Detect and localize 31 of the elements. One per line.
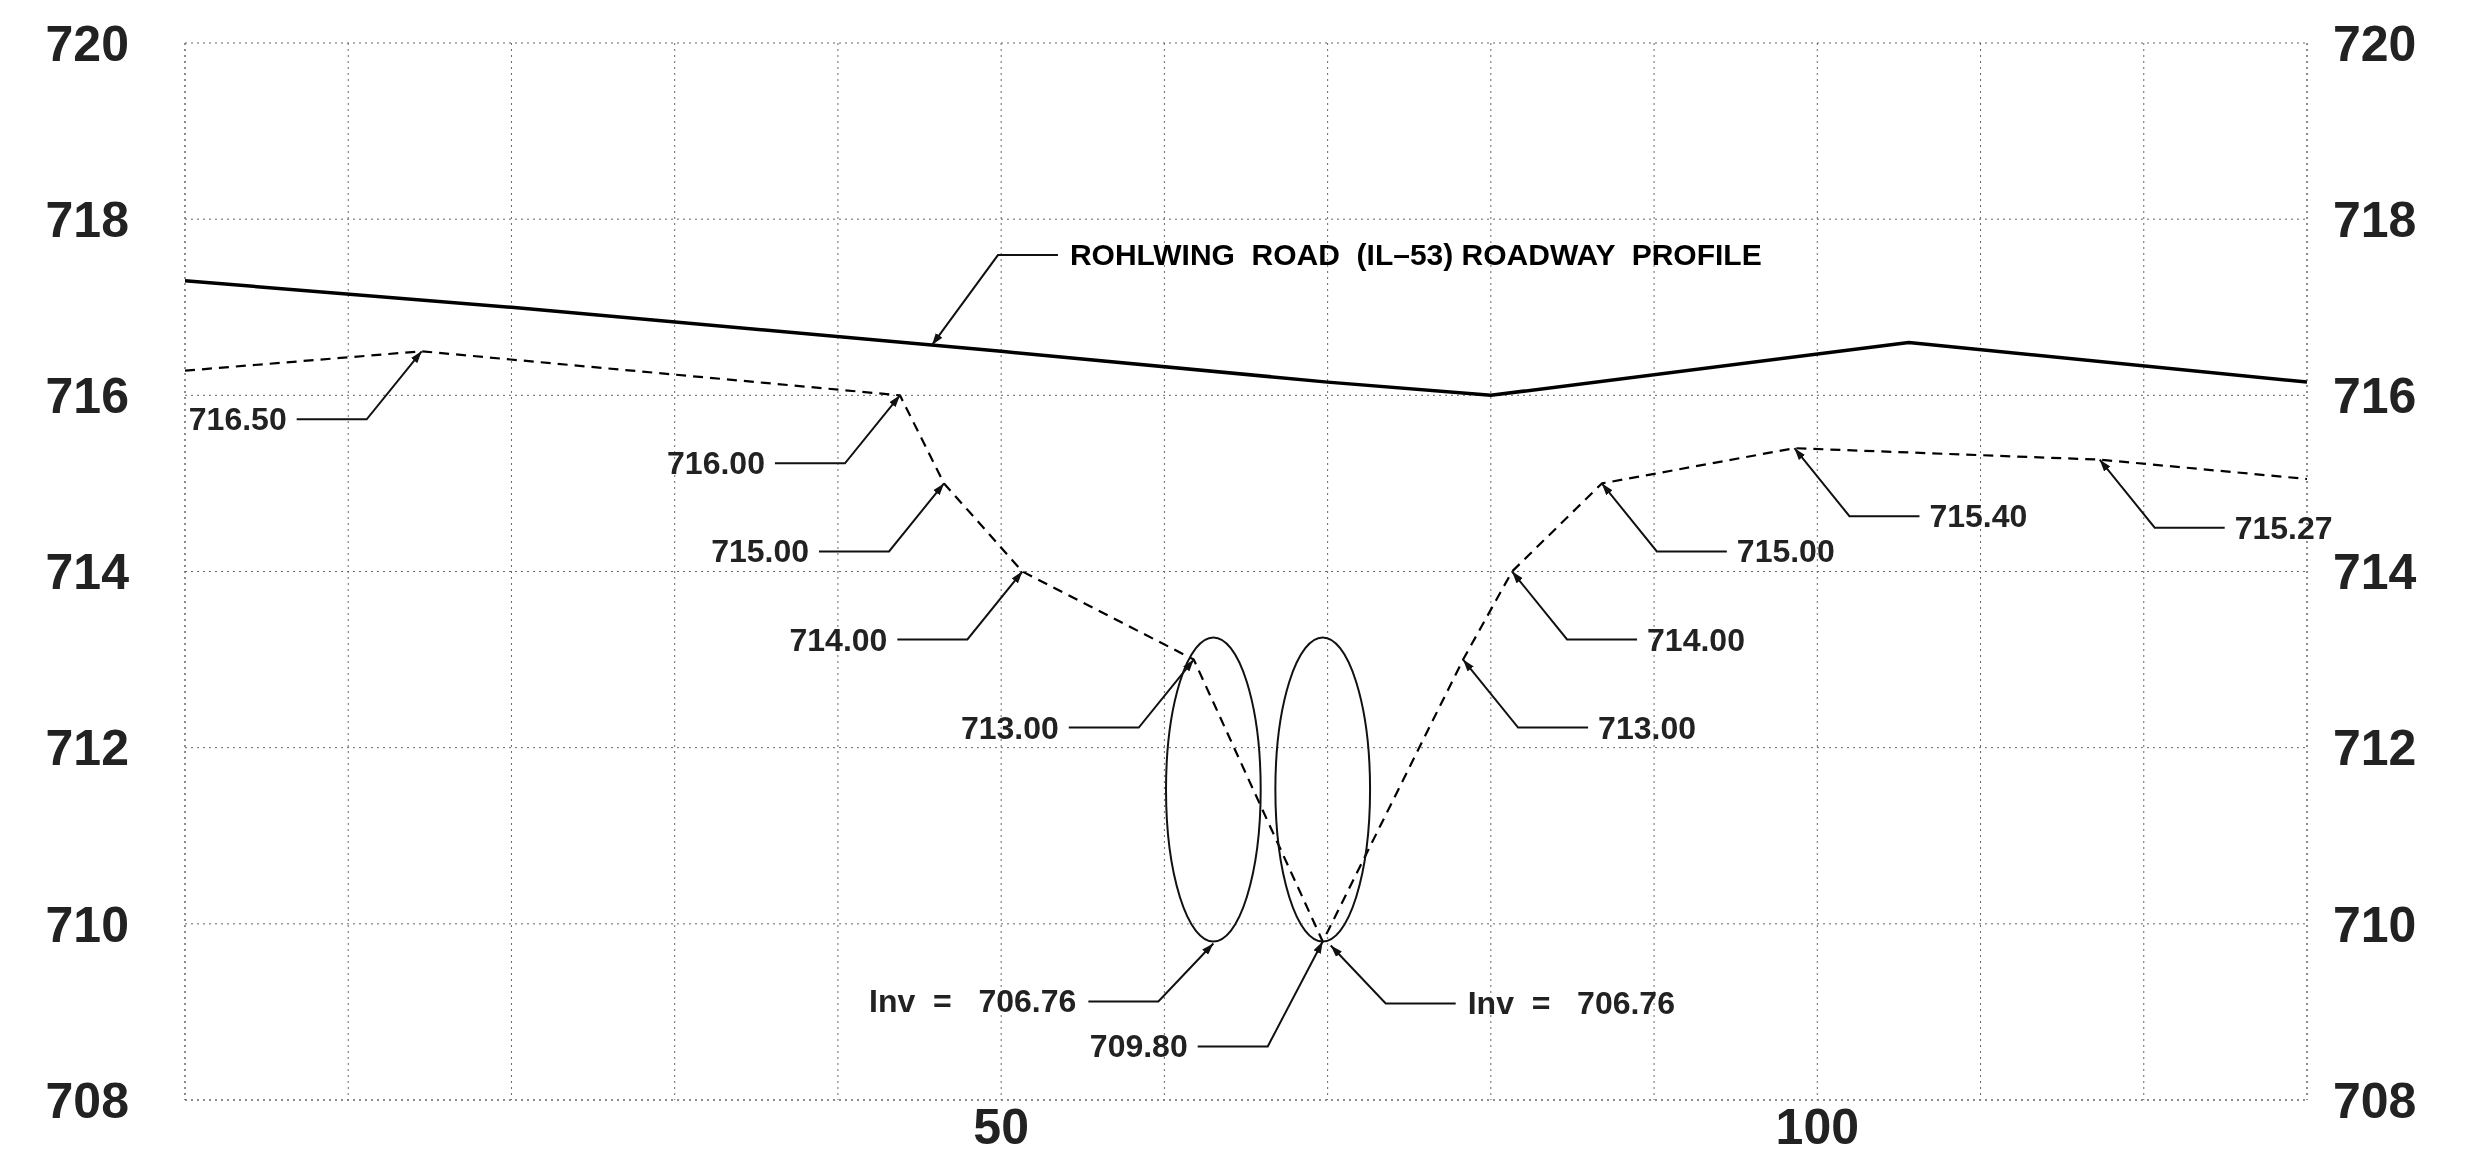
y-tick-label: 710 [45, 896, 129, 953]
y2-tick-label: 708 [2333, 1072, 2417, 1129]
data-label: 713.00 [1598, 709, 1696, 746]
y2-tick-label: 718 [2333, 191, 2417, 248]
y-tick-label: 720 [45, 15, 129, 72]
data-label: 713.00 [960, 709, 1059, 746]
y2-tick-label: 716 [2333, 368, 2417, 425]
data-label: 716.50 [188, 401, 287, 438]
data-label: 715.40 [1929, 498, 2028, 535]
annotation: Inv = 706.76 [1467, 985, 1675, 1022]
x-tick-label: 100 [1775, 1098, 1860, 1155]
text: ROHLWING ROAD (IL–53) ROADWAY PROFILE [1069, 238, 1762, 272]
x-tick-label: 50 [973, 1098, 1029, 1155]
y-tick-label: 716 [45, 368, 129, 425]
data-label: 715.27 [2234, 509, 2333, 546]
y2-tick-label: 712 [2333, 720, 2417, 777]
y2-tick-label: 714 [2333, 544, 2417, 601]
y-tick-label: 714 [45, 544, 130, 601]
y-tick-label: 718 [45, 191, 129, 248]
y2-tick-label: 720 [2333, 15, 2417, 72]
annotation: Inv = 706.76 [869, 983, 1077, 1020]
data-label: 716.00 [667, 445, 765, 482]
data-label: 714.00 [1647, 621, 1745, 658]
data-label: 715.00 [711, 533, 810, 570]
data-label: 714.00 [789, 621, 888, 658]
y-tick-label: 712 [45, 720, 129, 777]
data-label: 715.00 [1736, 533, 1835, 570]
y2-tick-label: 710 [2333, 896, 2417, 953]
data-label: 709.80 [1089, 1028, 1188, 1065]
y-tick-label: 708 [45, 1072, 129, 1129]
line-series [185, 279, 2307, 398]
